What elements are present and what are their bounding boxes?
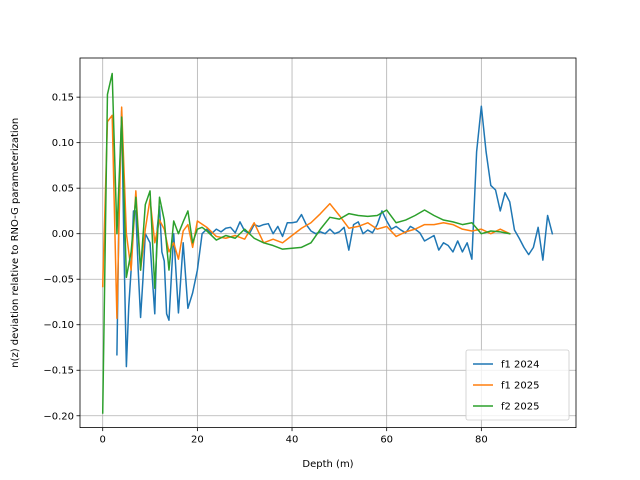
series-line-f2-2025 <box>101 72 511 414</box>
x-tick-label: 60 <box>380 435 393 446</box>
legend-box <box>465 349 570 421</box>
x-axis: 0 20 40 60 80 <box>100 427 488 446</box>
legend: f1 2024 f1 2025 f2 2025 <box>465 349 570 421</box>
y-tick-label: 0.10 <box>52 138 74 149</box>
y-tick-label: 0.00 <box>52 229 74 240</box>
y-tick-label: 0.05 <box>52 184 74 195</box>
series-line-f1-2025 <box>101 106 511 320</box>
y-tick-label: −0.10 <box>43 320 74 331</box>
series-layer <box>101 72 554 414</box>
x-tick-label: 0 <box>100 435 106 446</box>
legend-label-f1-2024: f1 2024 <box>501 360 540 371</box>
y-tick-label: −0.05 <box>43 275 74 286</box>
y-tick-label: −0.15 <box>43 366 74 377</box>
x-tick-label: 40 <box>286 435 299 446</box>
x-tick-label: 20 <box>191 435 204 446</box>
y-axis: −0.20 −0.15 −0.10 −0.05 0.00 0.05 0.10 0.15 <box>43 93 80 422</box>
x-axis-label: Depth (m) <box>302 459 353 470</box>
y-tick-label: 0.15 <box>52 93 74 104</box>
y-tick-label: −0.20 <box>43 411 74 422</box>
x-tick-label: 80 <box>475 435 488 446</box>
legend-label-f1-2025: f1 2025 <box>501 381 540 392</box>
legend-label-f2-2025: f2 2025 <box>501 402 540 413</box>
axes-frame <box>79 57 577 429</box>
y-axis-label: n(z) deviation relative to RNO-G paramet… <box>10 118 21 368</box>
